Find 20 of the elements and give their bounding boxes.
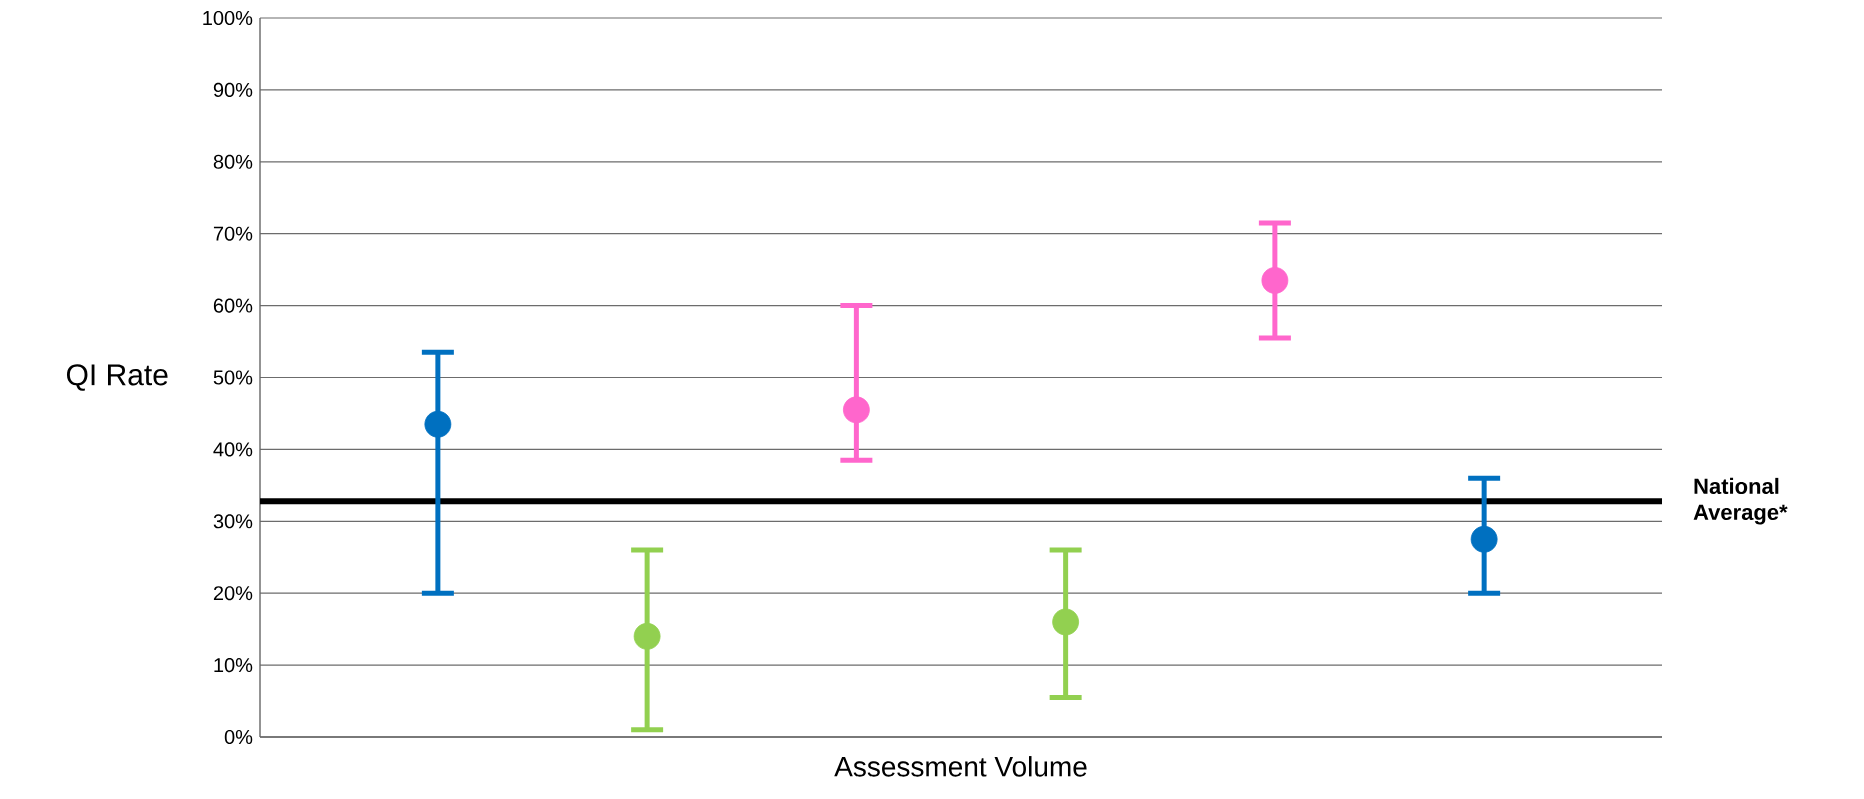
point — [1052, 608, 1080, 636]
y-tick-label: 70% — [213, 226, 253, 241]
y-tick-label: 30% — [213, 514, 253, 529]
point — [1470, 525, 1498, 553]
y-tick-label: 80% — [213, 154, 253, 169]
y-tick-label: 0% — [224, 729, 253, 745]
y-tick-label: 20% — [213, 586, 253, 601]
y-tick-label: 10% — [214, 658, 253, 673]
point — [842, 396, 870, 424]
ref-line-label: National Average* — [1693, 477, 1788, 525]
point — [633, 622, 661, 650]
x-axis-title: Assessment Volume — [834, 756, 1087, 777]
y-tick-label: 50% — [213, 370, 253, 385]
y-tick-label: 100% — [203, 10, 253, 26]
point — [1261, 267, 1289, 294]
y-tick-label: 90% — [213, 82, 253, 97]
point — [424, 410, 452, 438]
y-tick-label: 60% — [213, 298, 253, 313]
y-axis-title: QI Rate — [66, 364, 168, 391]
y-tick-label: 40% — [213, 442, 253, 457]
